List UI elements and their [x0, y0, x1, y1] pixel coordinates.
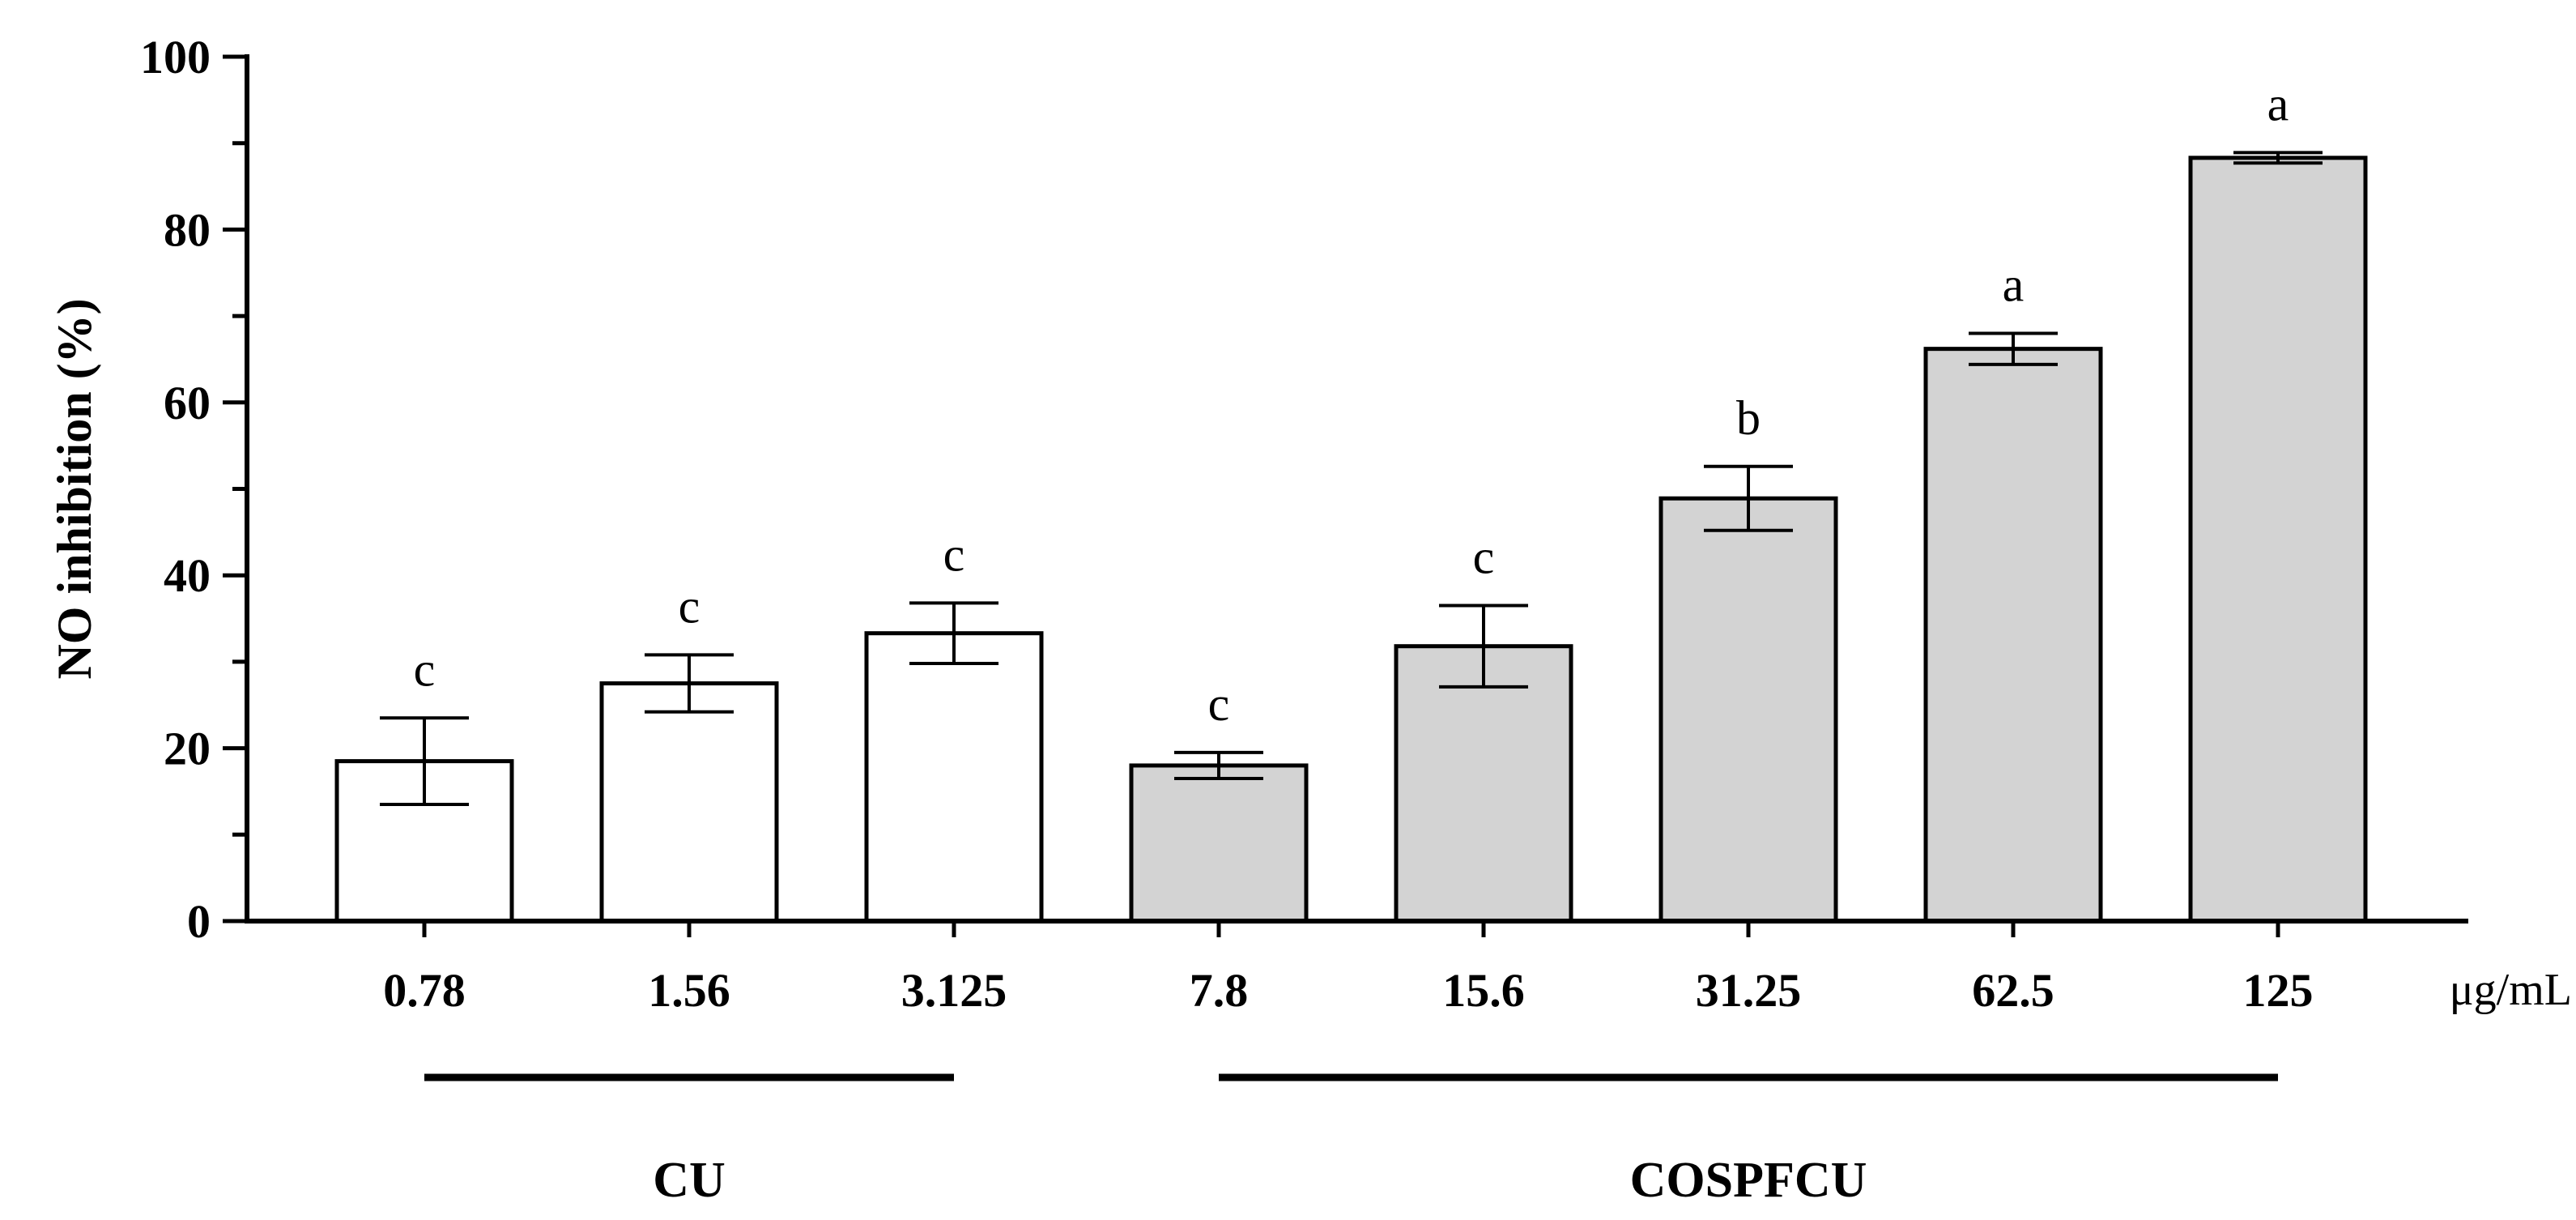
- group-label: CU: [653, 1153, 726, 1208]
- bar: [1129, 763, 1309, 924]
- bar: [599, 681, 779, 924]
- y-axis-title: NO inhibition (%): [48, 298, 101, 679]
- bar: [1923, 347, 2103, 924]
- bar: [1658, 496, 1838, 924]
- x-tick-label: 62.5: [1972, 964, 2054, 1017]
- significance-letter: c: [414, 642, 436, 696]
- x-tick-label: 1.56: [648, 964, 730, 1017]
- x-tick-label: 7.8: [1190, 964, 1249, 1017]
- y-tick-label: 0: [187, 895, 211, 948]
- group-label: COSPFCU: [1630, 1153, 1867, 1208]
- significance-letter: c: [679, 579, 700, 633]
- significance-letter: b: [1736, 391, 1761, 445]
- significance-letter: a: [2003, 258, 2025, 311]
- y-tick-label: 40: [164, 549, 211, 602]
- x-unit-label: μg/mL: [2450, 965, 2572, 1015]
- x-tick-label: 15.6: [1442, 964, 1525, 1017]
- significance-letter: c: [1208, 677, 1230, 731]
- significance-letter: c: [1473, 531, 1495, 584]
- y-tick-label: 80: [164, 203, 211, 256]
- significance-letter: a: [2267, 77, 2289, 130]
- y-tick-label: 20: [164, 723, 211, 775]
- x-tick-label: 3.125: [901, 964, 1007, 1017]
- y-tick-label: 100: [140, 31, 211, 83]
- y-tick-label: 60: [164, 377, 211, 429]
- significance-letter: c: [943, 527, 965, 581]
- x-tick-label: 125: [2243, 964, 2314, 1017]
- x-tick-label: 0.78: [383, 964, 466, 1017]
- bar: [2188, 156, 2368, 924]
- bar: [864, 631, 1044, 924]
- x-tick-label: 31.25: [1696, 964, 1802, 1017]
